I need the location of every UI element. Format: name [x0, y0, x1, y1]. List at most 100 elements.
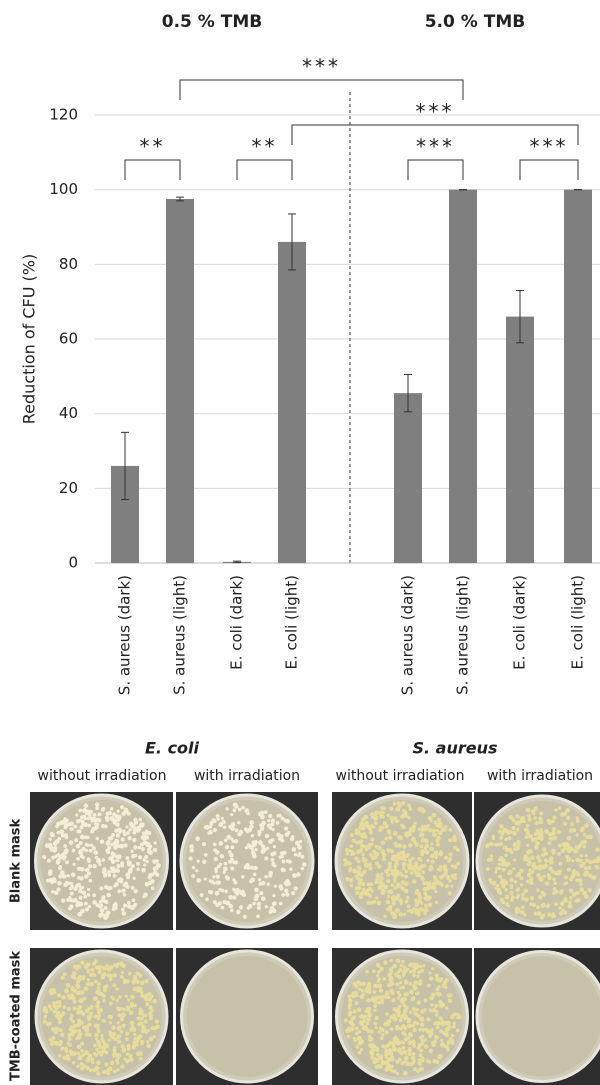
- colony: [132, 1040, 137, 1045]
- colony: [350, 883, 354, 887]
- colony: [438, 993, 441, 996]
- colony: [539, 811, 543, 815]
- colony: [431, 967, 434, 970]
- colony: [569, 896, 573, 900]
- colony: [420, 902, 423, 905]
- colony: [294, 853, 298, 857]
- colony: [560, 901, 565, 906]
- colony: [418, 982, 422, 986]
- colony: [69, 821, 74, 826]
- colony: [408, 843, 413, 848]
- colony: [390, 1015, 394, 1019]
- y-tick-label: 20: [59, 479, 78, 497]
- colony: [567, 836, 572, 841]
- x-tick-label: S. aureus (dark): [116, 575, 134, 695]
- colony: [94, 980, 98, 984]
- colony: [412, 879, 417, 884]
- colony: [393, 1069, 397, 1073]
- colony: [43, 1019, 47, 1023]
- colony: [354, 870, 358, 874]
- colony: [370, 1055, 374, 1059]
- colony: [524, 897, 528, 901]
- colony: [126, 856, 130, 860]
- colony: [78, 1005, 82, 1009]
- colony: [422, 964, 425, 967]
- column-header: with irradiation: [194, 768, 300, 784]
- colony: [396, 1038, 400, 1042]
- colony: [61, 1011, 66, 1016]
- colony: [456, 1029, 460, 1033]
- colony: [80, 961, 85, 966]
- colony: [51, 890, 55, 894]
- colony: [370, 824, 374, 828]
- colony: [415, 981, 419, 985]
- colony: [393, 1017, 398, 1022]
- colony: [71, 885, 75, 889]
- colony: [84, 964, 89, 969]
- colony: [393, 802, 396, 805]
- colony: [411, 857, 415, 861]
- colony: [547, 819, 551, 823]
- colony: [143, 840, 148, 845]
- colony: [408, 1047, 412, 1051]
- colony: [284, 826, 288, 830]
- colony: [202, 842, 206, 846]
- colony: [432, 832, 437, 837]
- colony: [243, 915, 247, 919]
- colony: [380, 849, 385, 854]
- colony: [107, 846, 111, 850]
- colony: [103, 872, 107, 876]
- colony: [276, 821, 280, 825]
- colony: [209, 821, 213, 825]
- colony: [60, 976, 64, 980]
- colony: [98, 863, 101, 866]
- colony: [532, 837, 537, 842]
- colony: [391, 998, 395, 1002]
- colony: [413, 822, 416, 825]
- colony: [230, 837, 233, 840]
- colony: [133, 1033, 136, 1036]
- colony: [119, 844, 123, 848]
- colony: [77, 1029, 81, 1033]
- colony: [400, 902, 403, 905]
- colony: [353, 1037, 356, 1040]
- colony: [86, 982, 91, 987]
- colony: [390, 820, 393, 823]
- colony: [125, 825, 128, 828]
- colony: [375, 1026, 378, 1029]
- colony: [509, 891, 513, 895]
- colony: [84, 817, 87, 820]
- colony: [269, 827, 272, 830]
- colony: [448, 879, 452, 883]
- colony: [448, 999, 452, 1003]
- colony: [354, 857, 358, 861]
- colony: [501, 832, 505, 836]
- colony: [195, 836, 200, 841]
- colony: [132, 975, 137, 980]
- colony: [132, 877, 135, 880]
- colony: [563, 812, 567, 816]
- colony: [419, 1067, 424, 1072]
- colony: [115, 868, 119, 872]
- colony: [111, 860, 115, 864]
- colony: [101, 1040, 105, 1044]
- colony: [440, 1039, 443, 1042]
- colony: [224, 862, 228, 866]
- colony: [285, 819, 290, 824]
- colony: [423, 912, 426, 915]
- colony: [80, 1042, 84, 1046]
- colony: [141, 868, 146, 873]
- colony: [351, 1016, 355, 1020]
- colony: [122, 1024, 126, 1028]
- colony: [80, 990, 84, 994]
- colony: [375, 873, 380, 878]
- colony: [278, 884, 282, 888]
- colony: [253, 843, 256, 846]
- colony: [287, 882, 291, 886]
- colony: [387, 889, 391, 893]
- colony: [121, 837, 125, 841]
- colony: [64, 988, 67, 991]
- colony: [388, 1041, 393, 1046]
- colony: [435, 1009, 439, 1013]
- colony: [375, 845, 378, 848]
